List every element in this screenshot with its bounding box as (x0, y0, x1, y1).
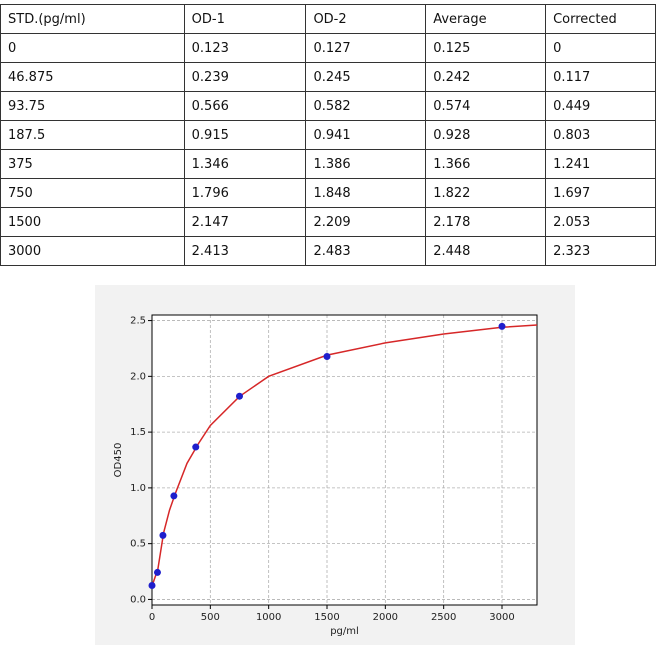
y-axis-label: OD450 (113, 443, 124, 478)
table-cell: 1.697 (545, 178, 656, 208)
table-row: 93.75 0.566 0.582 0.574 0.449 (0, 91, 656, 121)
table-cell: 0.928 (425, 120, 547, 150)
header-row: STD.(pg/ml) OD-1 OD-2 Average Corrected (0, 4, 656, 34)
table-cell: 2.483 (305, 236, 427, 266)
data-point (170, 492, 178, 500)
table-row: 750 1.796 1.848 1.822 1.697 (0, 178, 656, 208)
table-cell: 2.448 (425, 236, 547, 266)
table-cell: 46.875 (0, 62, 185, 92)
table-cell: 187.5 (0, 120, 185, 150)
table-cell: Average (425, 4, 547, 34)
data-point (148, 581, 156, 589)
table-cell: 0.915 (183, 120, 307, 150)
table-cell: 0.566 (183, 91, 307, 121)
table-cell: Corrected (545, 4, 656, 34)
table-cell: 2.053 (545, 207, 656, 237)
table-row: 1500 2.147 2.209 2.178 2.053 (0, 207, 656, 237)
y-tick-label: 2.5 (130, 316, 146, 327)
y-tick-label: 1.0 (130, 483, 146, 494)
x-tick-label: 2000 (373, 612, 398, 623)
table-cell: 0.941 (305, 120, 427, 150)
table-cell: 0.242 (425, 62, 547, 92)
table-cell: OD-1 (183, 4, 307, 34)
x-tick-label: 1500 (314, 612, 339, 623)
table-cell: 0.574 (425, 91, 547, 121)
y-tick-label: 2.0 (130, 371, 146, 382)
table-cell: 0.127 (305, 33, 427, 63)
table-row: 3000 2.413 2.483 2.448 2.323 (0, 236, 656, 266)
y-tick-label: 0.0 (130, 594, 146, 605)
table-cell: 2.209 (305, 207, 427, 237)
table-row: 46.875 0.239 0.245 0.242 0.117 (0, 62, 656, 92)
table-cell: 0.123 (183, 33, 307, 63)
x-tick-label: 0 (149, 612, 155, 623)
x-axis-label: pg/ml (330, 626, 359, 637)
table-cell: 3000 (0, 236, 185, 266)
data-point (159, 531, 167, 539)
table-cell: 2.323 (545, 236, 656, 266)
table-cell: 1.386 (305, 149, 427, 179)
data-point (323, 352, 331, 360)
table-cell: 1.366 (425, 149, 547, 179)
axes-frame (151, 314, 538, 606)
data-point (236, 392, 243, 400)
data-point (192, 443, 200, 451)
x-tick-label: 1000 (256, 612, 281, 623)
data-table: STD.(pg/ml) OD-1 OD-2 Average Corrected 0 0.12… (0, 4, 656, 266)
y-tick-label: 1.5 (130, 427, 146, 438)
x-tick-label: 2500 (431, 612, 456, 623)
x-tick-label: 3000 (489, 612, 514, 623)
table-cell: 2.413 (183, 236, 307, 266)
plot-area (152, 315, 537, 605)
fit-curve (151, 324, 538, 587)
y-tick-label: 0.5 (130, 539, 146, 550)
data-point (153, 568, 161, 576)
x-tick-label: 500 (201, 612, 220, 623)
data-point (498, 322, 506, 330)
table-row: 0 0.123 0.127 0.125 0 (0, 33, 656, 63)
table-cell: 1.241 (545, 149, 656, 179)
table-cell: STD.(pg/ml) (0, 4, 185, 34)
table-row: 187.5 0.915 0.941 0.928 0.803 (0, 120, 656, 150)
table-cell: 1.822 (425, 178, 547, 208)
table-row: 375 1.346 1.386 1.366 1.241 (0, 149, 656, 179)
